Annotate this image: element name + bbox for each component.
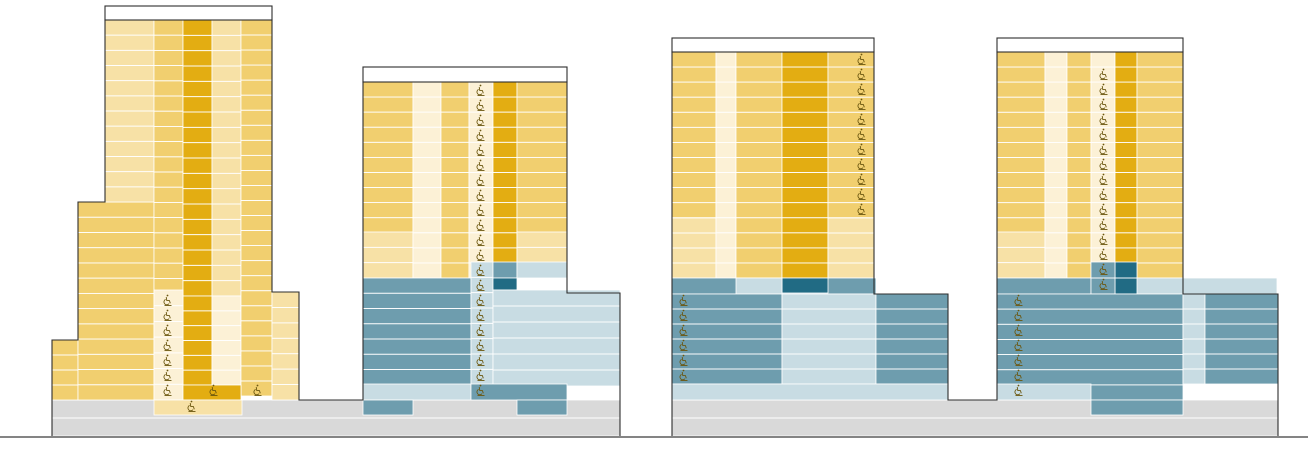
- fill-block: [363, 232, 413, 278]
- fill-block: [78, 202, 154, 400]
- fill-block: [997, 294, 1183, 400]
- fill-block: [493, 278, 517, 290]
- fill-block: [997, 232, 1045, 278]
- fill-block: [441, 82, 469, 278]
- fill-block: [363, 400, 413, 415]
- fill-block: [471, 384, 567, 400]
- fill-block: [1137, 52, 1183, 278]
- fill-block: [1067, 52, 1091, 278]
- floor-cell: [1090, 399, 1184, 416]
- fill-block: [154, 290, 183, 400]
- fill-block: [493, 262, 517, 278]
- icons-layer: [163, 53, 1108, 412]
- building-outline: [671, 51, 1279, 436]
- fill-block: [469, 82, 493, 278]
- fill-block: [413, 82, 441, 278]
- roof-parapet: [104, 5, 273, 21]
- floor-cell: [362, 399, 414, 416]
- fill-block: [1115, 52, 1137, 278]
- fill-block: [716, 52, 736, 278]
- fill-block: [517, 400, 567, 415]
- roof-parapet: [362, 66, 568, 83]
- fill-block: [1091, 400, 1183, 415]
- outlines-layer: [51, 5, 1279, 436]
- fill-block: [493, 82, 517, 278]
- cells-layer: [51, 19, 1279, 437]
- fill-block: [736, 278, 782, 294]
- roof-parapet: [671, 37, 875, 53]
- fill-block: [517, 262, 567, 278]
- fill-block: [736, 52, 782, 278]
- fill-block: [997, 384, 1091, 400]
- floor-cell: [516, 399, 568, 416]
- fill-block: [782, 278, 828, 293]
- fill-block: [183, 385, 241, 400]
- building-outline: [51, 19, 621, 436]
- fill-block: [672, 384, 948, 400]
- fill-block: [1045, 52, 1067, 278]
- fill-block: [997, 278, 1091, 294]
- fill-block: [272, 292, 299, 400]
- fill-block: [363, 384, 471, 400]
- fill-block: [154, 400, 242, 415]
- roof-parapet: [996, 37, 1184, 53]
- floor-cell: [153, 399, 243, 416]
- fill-block: [782, 52, 828, 278]
- fill-block: [241, 20, 272, 396]
